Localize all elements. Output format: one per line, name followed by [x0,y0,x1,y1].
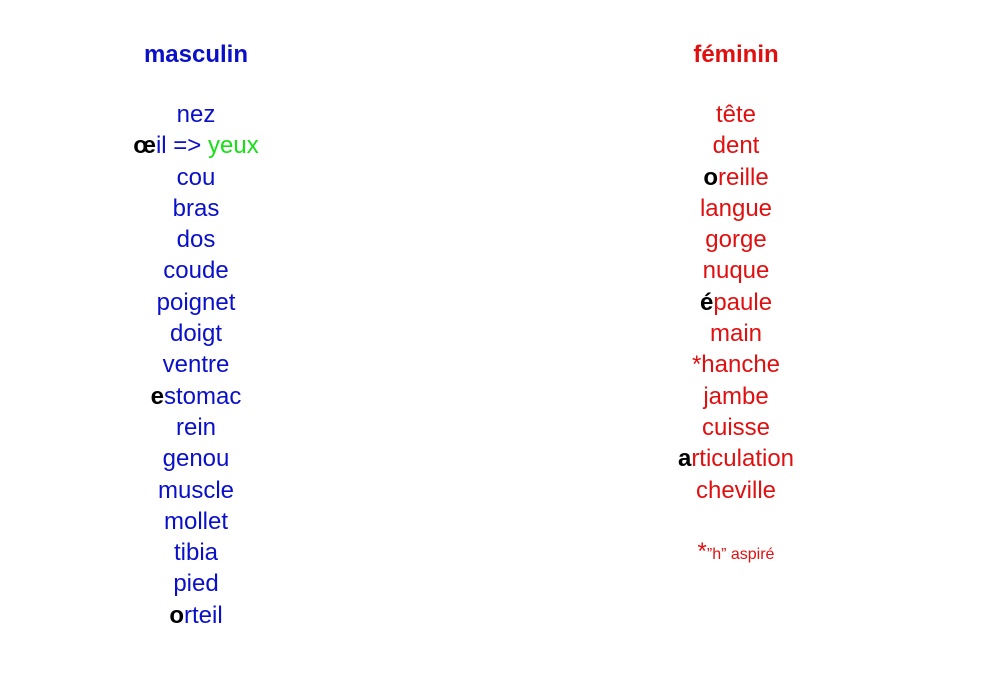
feminine-word: tête [576,99,896,130]
highlighted-first-letter: a [677,445,692,473]
masculine-word: poignet [36,287,356,318]
highlighted-first-letter: é [699,288,714,316]
masculine-word: œil => yeux [36,130,356,161]
masculine-word: pied [36,568,356,599]
word-text: doigt [169,320,223,348]
note-text: ”h” aspiré [706,546,775,563]
word-text: paule [713,288,773,316]
word-text: dent [712,132,760,160]
word-text: nez [176,101,216,128]
word-text: coude [163,257,229,285]
word-text: il => [155,132,202,160]
feminine-word: langue [576,193,896,224]
masculine-word: coude [36,255,356,286]
word-text: mollet [163,507,229,535]
feminine-word: cheville [576,475,896,506]
feminine-word: oreille [576,162,896,193]
word-text: cuisse [701,413,771,441]
word-text: poignet [156,288,236,316]
masculine-word: cou [36,162,356,193]
masculine-word: genou [36,443,356,474]
word-text: ventre [162,351,230,379]
masculine-word: rein [36,412,356,443]
word-text: genou [162,445,230,473]
feminine-word: jambe [576,381,896,412]
plural-form: yeux [208,132,259,160]
feminine-word: main [576,318,896,349]
masculine-word: mollet [36,506,356,537]
note-asterisk: * [697,538,707,565]
masculine-word-list: nez œil => yeux cou bras dos coude poignet doig… [36,99,356,631]
word-text: jambe [703,382,769,410]
word-text: *hanche [691,351,781,379]
word-text: tête [715,101,757,128]
word-text: rteil [184,601,223,629]
word-text: stomac [164,382,242,410]
masculine-word: muscle [36,475,356,506]
highlighted-first-letter: œ [133,132,156,160]
word-text: nuque [702,257,770,285]
masculine-word: dos [36,224,356,255]
feminine-word: articulation [576,443,896,474]
word-text: rticulation [691,445,795,473]
word-text: main [709,320,763,348]
word-text: tibia [173,539,219,567]
masculine-word: doigt [36,318,356,349]
feminine-word: *hanche [576,349,896,380]
highlighted-first-letter: o [703,163,718,191]
feminine-word-list: tête dent oreille langue gorge nuque épaule mai… [576,99,896,506]
word-text: muscle [157,476,235,504]
feminine-word: dent [576,130,896,161]
word-text: cheville [695,476,777,504]
feminine-word: épaule [576,287,896,318]
masculine-heading: masculin [143,41,249,68]
word-text: langue [699,194,773,222]
highlighted-first-letter: e [150,382,164,410]
word-text: pied [173,570,219,598]
feminine-word: gorge [576,224,896,255]
word-text: dos [176,226,216,254]
feminine-heading: féminin [693,41,779,68]
highlighted-first-letter: o [169,601,184,629]
masculine-word: ventre [36,349,356,380]
word-text: cou [176,163,216,191]
masculine-word: orteil [36,600,356,631]
feminine-word: cuisse [576,412,896,443]
masculine-word: nez [36,99,356,130]
aspirated-h-note: *”h” aspiré [576,538,896,566]
word-text: rein [175,413,217,441]
masculine-word: bras [36,193,356,224]
word-text: reille [717,163,769,191]
feminine-word: nuque [576,255,896,286]
masculine-word: estomac [36,381,356,412]
masculine-word: tibia [36,537,356,568]
word-text: gorge [705,226,767,254]
word-text: bras [172,194,220,222]
